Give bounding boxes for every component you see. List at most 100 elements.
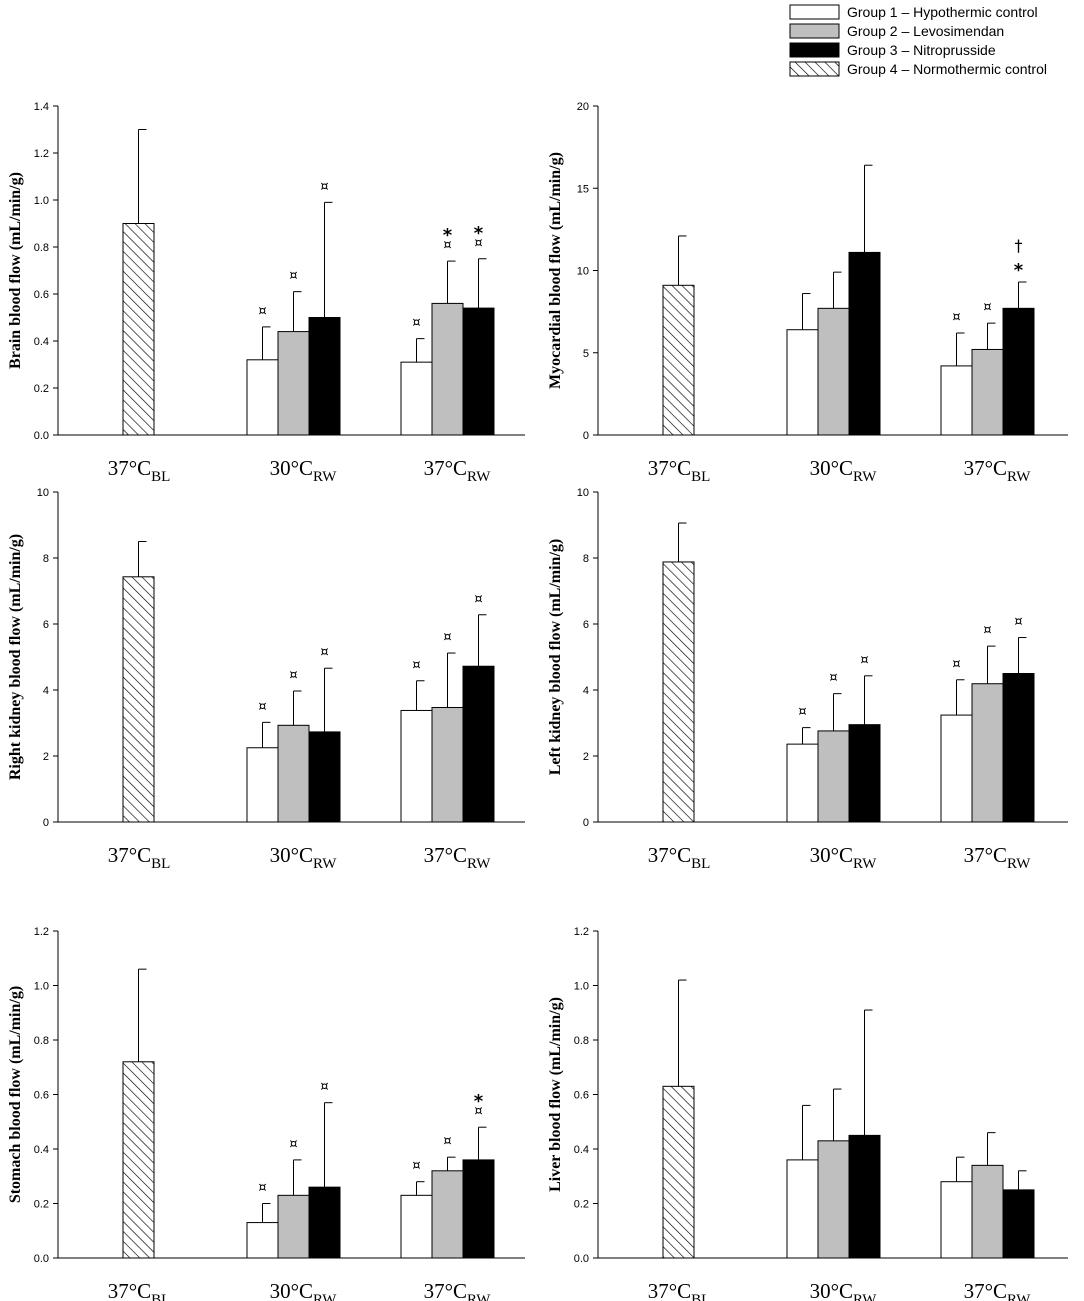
bar-group-1: [246, 359, 279, 436]
significance-mark: ¤: [860, 653, 868, 668]
legend-label: Group 4 – Normothermic control: [847, 61, 1047, 77]
category-main: 37°C: [424, 456, 467, 480]
bar-group-3: [308, 317, 341, 436]
category-subscript: RW: [853, 469, 877, 485]
y-tick-label: 0.0: [574, 1253, 589, 1265]
chart-panel-1: 0.0 0.2 0.4 0.6 0.8 1.0 1.2 1.4 Brain blood flow…: [7, 101, 525, 485]
category-main: 37°C: [648, 456, 691, 480]
bar-group-4: [662, 1085, 695, 1259]
y-tick-label: 8: [43, 553, 49, 565]
significance-mark: ¤: [474, 236, 482, 251]
x-category-label: 30°CRW: [270, 1279, 338, 1301]
legend-swatch-hatch: [789, 61, 840, 77]
significance-mark: ¤: [320, 179, 328, 194]
x-category-label: 37°CBL: [108, 843, 171, 872]
significance-mark: ¤: [258, 304, 266, 319]
x-category-label: 30°CRW: [810, 1279, 878, 1301]
significance-mark: ¤: [320, 1080, 328, 1095]
y-axis-label: Stomach blood flow (mL/min/g): [7, 986, 24, 1203]
category-subscript: BL: [151, 1292, 170, 1301]
category-main: 37°C: [648, 843, 691, 867]
bar-group-1: [246, 747, 279, 823]
x-category-label: 37°CRW: [964, 843, 1032, 872]
x-category-label: 37°CBL: [648, 843, 711, 872]
x-category-label: 37°CRW: [424, 1279, 492, 1301]
bar-group-2: [971, 348, 1004, 436]
significance-mark: ¤: [412, 316, 420, 331]
chart-panel-3: 0 2 4 6 8 10 Right kidney blood flow (mL/min/g…: [7, 487, 525, 872]
significance-mark: ¤: [443, 630, 451, 645]
chart-panels: 0.0 0.2 0.4 0.6 0.8 1.0 1.2 1.4 Brain blood flow…: [7, 101, 1068, 1301]
legend-swatch-white: [789, 4, 840, 20]
y-axis-label: Liver blood flow (mL/min/g): [547, 997, 564, 1192]
y-axis-label: Left kidney blood flow (mL/min/g): [547, 539, 564, 775]
significance-star: *: [474, 1091, 484, 1112]
category-main: 30°C: [270, 1279, 313, 1301]
y-tick-label: 0: [583, 817, 589, 829]
y-tick-label: 0.8: [34, 242, 49, 254]
chart-panel-4: 0 2 4 6 8 10 Left kidney blood flow (mL/min/g)…: [547, 487, 1068, 872]
bar-group-2: [431, 706, 464, 823]
bar-group-2: [817, 307, 850, 436]
legend-swatch-black: [789, 42, 840, 58]
bar-group-3: [1002, 673, 1035, 823]
category-subscript: RW: [313, 469, 337, 485]
y-tick-label: 1.0: [34, 981, 49, 993]
bar-group-3: [462, 665, 495, 823]
x-category-label: 37°CBL: [108, 1279, 171, 1301]
y-tick-label: 4: [43, 685, 49, 697]
category-main: 37°C: [964, 456, 1007, 480]
legend-label: Group 2 – Levosimendan: [847, 23, 1004, 39]
y-tick-label: 1.0: [574, 981, 589, 993]
bar-group-2: [431, 1170, 464, 1259]
bar-group-3: [308, 731, 341, 823]
bar-group-2: [817, 1140, 850, 1259]
category-subscript: RW: [1007, 856, 1031, 872]
category-main: 37°C: [108, 1279, 151, 1301]
y-tick-label: 1.2: [574, 926, 589, 938]
bar-group-3: [1002, 1189, 1035, 1259]
y-tick-label: 0.2: [34, 1199, 49, 1211]
legend: Group 1 – Hypothermic control Group 2 – …: [789, 4, 1047, 77]
significance-star: *: [474, 223, 484, 244]
significance-mark: ¤: [289, 269, 297, 284]
x-category-label: 37°CRW: [964, 456, 1032, 485]
bar-group-4: [122, 1061, 155, 1259]
significance-mark: ¤: [320, 645, 328, 660]
y-tick-label: 6: [583, 619, 589, 631]
bar-group-1: [400, 361, 433, 436]
x-category-label: 30°CRW: [270, 456, 338, 485]
y-tick-label: 2: [43, 751, 49, 763]
y-tick-label: 0: [43, 817, 49, 829]
category-subscript: RW: [467, 1292, 491, 1301]
category-subscript: BL: [691, 1292, 710, 1301]
category-main: 30°C: [810, 843, 853, 867]
y-tick-label: 0.6: [574, 1090, 589, 1102]
y-tick-label: 1.4: [34, 101, 49, 113]
y-tick-label: 0: [583, 430, 589, 442]
bar-group-1: [940, 1181, 973, 1259]
bar-group-2: [971, 1164, 1004, 1259]
legend-item-group-3: Group 3 – Nitroprusside: [789, 42, 996, 58]
y-tick-label: 2: [583, 751, 589, 763]
significance-mark: ¤: [474, 1104, 482, 1119]
significance-mark: ¤: [258, 699, 266, 714]
category-subscript: RW: [1007, 469, 1031, 485]
category-subscript: RW: [853, 856, 877, 872]
bar-group-3: [1002, 307, 1035, 436]
y-tick-label: 10: [577, 266, 589, 278]
category-subscript: RW: [467, 469, 491, 485]
category-subscript: RW: [313, 1292, 337, 1301]
y-tick-label: 1.2: [34, 926, 49, 938]
x-category-label: 37°CRW: [424, 843, 492, 872]
significance-star: *: [1014, 260, 1024, 281]
y-tick-label: 0.2: [34, 383, 49, 395]
chart-panel-5: 0.0 0.2 0.4 0.6 0.8 1.0 1.2 Stomach blood flow …: [7, 926, 525, 1301]
category-main: 37°C: [424, 1279, 467, 1301]
y-tick-label: 0.8: [574, 1035, 589, 1047]
significance-mark: ¤: [1014, 615, 1022, 630]
y-tick-label: 0.4: [34, 336, 49, 348]
bar-group-1: [940, 714, 973, 823]
bar-group-2: [971, 683, 1004, 823]
significance-mark: ¤: [829, 671, 837, 686]
